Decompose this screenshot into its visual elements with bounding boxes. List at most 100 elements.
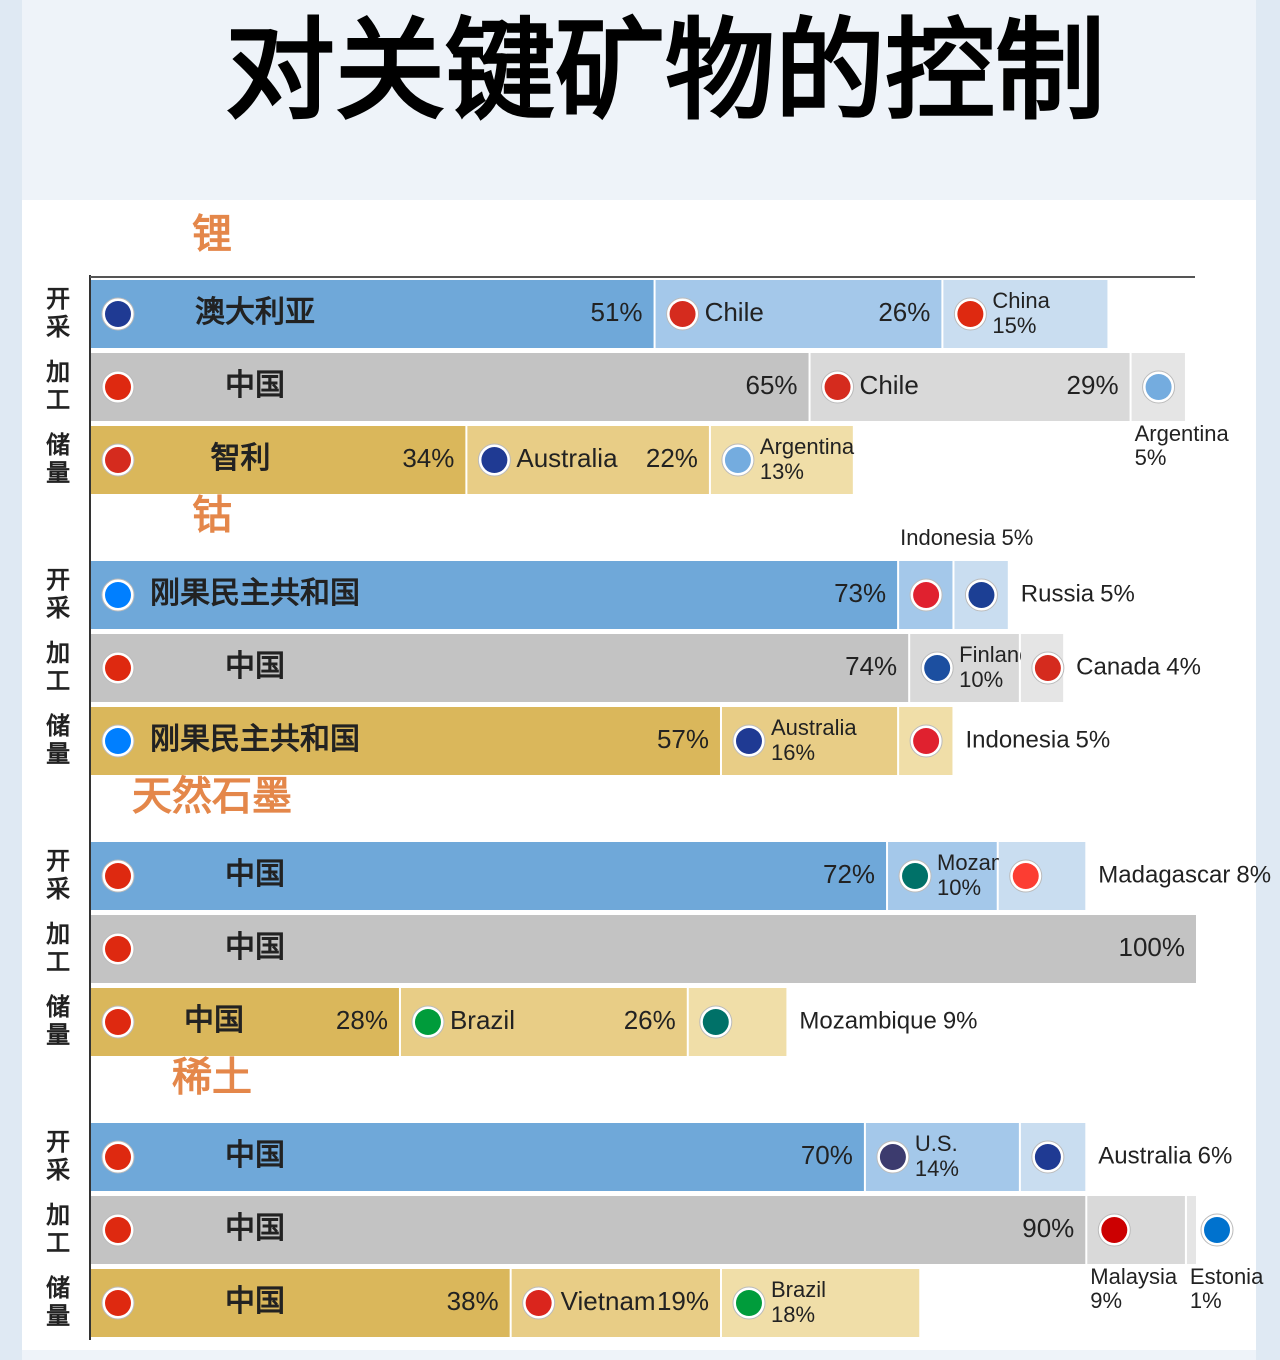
row-label: 加工 [42, 359, 70, 415]
bar-segment [91, 988, 399, 1056]
bar-segment [91, 426, 466, 494]
flag [105, 1217, 131, 1243]
value-label: 22% [646, 443, 698, 473]
flag [913, 582, 940, 608]
flag [724, 447, 751, 473]
segment-name: Russia [1021, 580, 1095, 607]
flag [1012, 863, 1039, 889]
segment-name: Finland [959, 642, 1031, 667]
flag [924, 655, 951, 681]
value-label: 70% [801, 1140, 853, 1170]
flag [902, 863, 929, 889]
value-label: 10% [937, 875, 981, 900]
segment-name: Chile [860, 370, 919, 400]
segment-name: 中国 [184, 1004, 244, 1037]
segment-name: Madagascar [1098, 861, 1230, 888]
value-label: 65% [746, 370, 798, 400]
bar-segment [91, 1269, 510, 1337]
segment-name: 澳大利亚 [195, 296, 315, 329]
value-label: 8% [1236, 861, 1271, 888]
flag [1145, 374, 1172, 400]
flag [105, 1144, 131, 1170]
value-label: 34% [402, 443, 454, 473]
bar-segment [91, 1123, 864, 1191]
flag [105, 374, 131, 400]
segment-name: 中国 [225, 1285, 285, 1318]
flag [913, 728, 940, 754]
value-label: 57% [657, 724, 709, 754]
bar-segment [91, 842, 887, 910]
value-label: 5% [1002, 525, 1034, 550]
flag [105, 1009, 131, 1035]
row-label: 开采 [42, 848, 70, 904]
flag [105, 301, 131, 327]
flag [1101, 1217, 1128, 1243]
segment-name: U.S. [915, 1131, 958, 1156]
value-label: 51% [591, 297, 643, 327]
value-label: 90% [1022, 1213, 1074, 1243]
segment-name: Australia [1098, 1142, 1192, 1169]
flag [105, 1290, 131, 1316]
row-label: 开采 [42, 286, 70, 342]
chart-title: 对关键矿物的控制 [225, 10, 1105, 133]
flag [968, 582, 995, 608]
segment-name: 中国 [225, 369, 285, 402]
bar-segment [655, 280, 942, 348]
value-label: 72% [823, 859, 875, 889]
segment-name: Mozambique [799, 1007, 936, 1034]
flag [879, 1144, 906, 1170]
segment-name: Australia [516, 443, 618, 473]
flag [105, 936, 131, 962]
group-title: 天然石墨 [132, 775, 292, 819]
segment-name: Indonesia [900, 525, 996, 550]
segment-name: 刚果民主共和国 [150, 577, 360, 610]
value-label: 6% [1198, 1142, 1233, 1169]
flag [105, 728, 131, 754]
value-label: 74% [845, 651, 897, 681]
flag [669, 301, 696, 327]
segment-name: China [992, 288, 1050, 313]
value-label: 100% [1119, 932, 1186, 962]
segment-name: 中国 [225, 1139, 285, 1172]
segment-name: 中国 [225, 1212, 285, 1245]
value-label: 38% [447, 1286, 499, 1316]
value-label: 28% [336, 1005, 388, 1035]
value-label: 26% [624, 1005, 676, 1035]
segment-name: Vietnam [561, 1286, 656, 1316]
segment-name: Australia [771, 715, 857, 740]
row-label: 加工 [42, 921, 70, 977]
bar-segment [91, 280, 654, 348]
value-label: 9% [943, 1007, 978, 1034]
value-label: 19% [657, 1286, 709, 1316]
flag [1034, 1144, 1061, 1170]
group-title: 稀土 [172, 1056, 252, 1100]
value-label: 5% [1076, 726, 1111, 753]
flag [957, 301, 984, 327]
value-label: 16% [771, 740, 815, 765]
segment-name: 中国 [225, 931, 285, 964]
row-label: 储量 [42, 712, 70, 769]
segment-name: Argentina [760, 434, 855, 459]
flag [525, 1290, 552, 1316]
segment-name: Brazil [771, 1277, 826, 1302]
flag [1204, 1217, 1230, 1243]
segment-name: 智利 [211, 442, 271, 475]
flag [1034, 655, 1061, 681]
segment-name: 中国 [225, 858, 285, 891]
segment-name: 刚果民主共和国 [150, 723, 360, 756]
row-label: 加工 [42, 1202, 70, 1258]
bar-segment [91, 915, 1196, 983]
segment-name: 中国 [225, 650, 285, 683]
segment-name: Indonesia [965, 726, 1070, 753]
value-label: 14% [915, 1156, 959, 1181]
value-label: 1% [1190, 1288, 1222, 1313]
segment-name: Brazil [450, 1005, 515, 1035]
flag [105, 863, 131, 889]
flag [105, 582, 131, 608]
value-label: 9% [1090, 1288, 1122, 1313]
value-label: 5% [1100, 580, 1135, 607]
bar-segment [91, 707, 720, 775]
flag [735, 1290, 762, 1316]
